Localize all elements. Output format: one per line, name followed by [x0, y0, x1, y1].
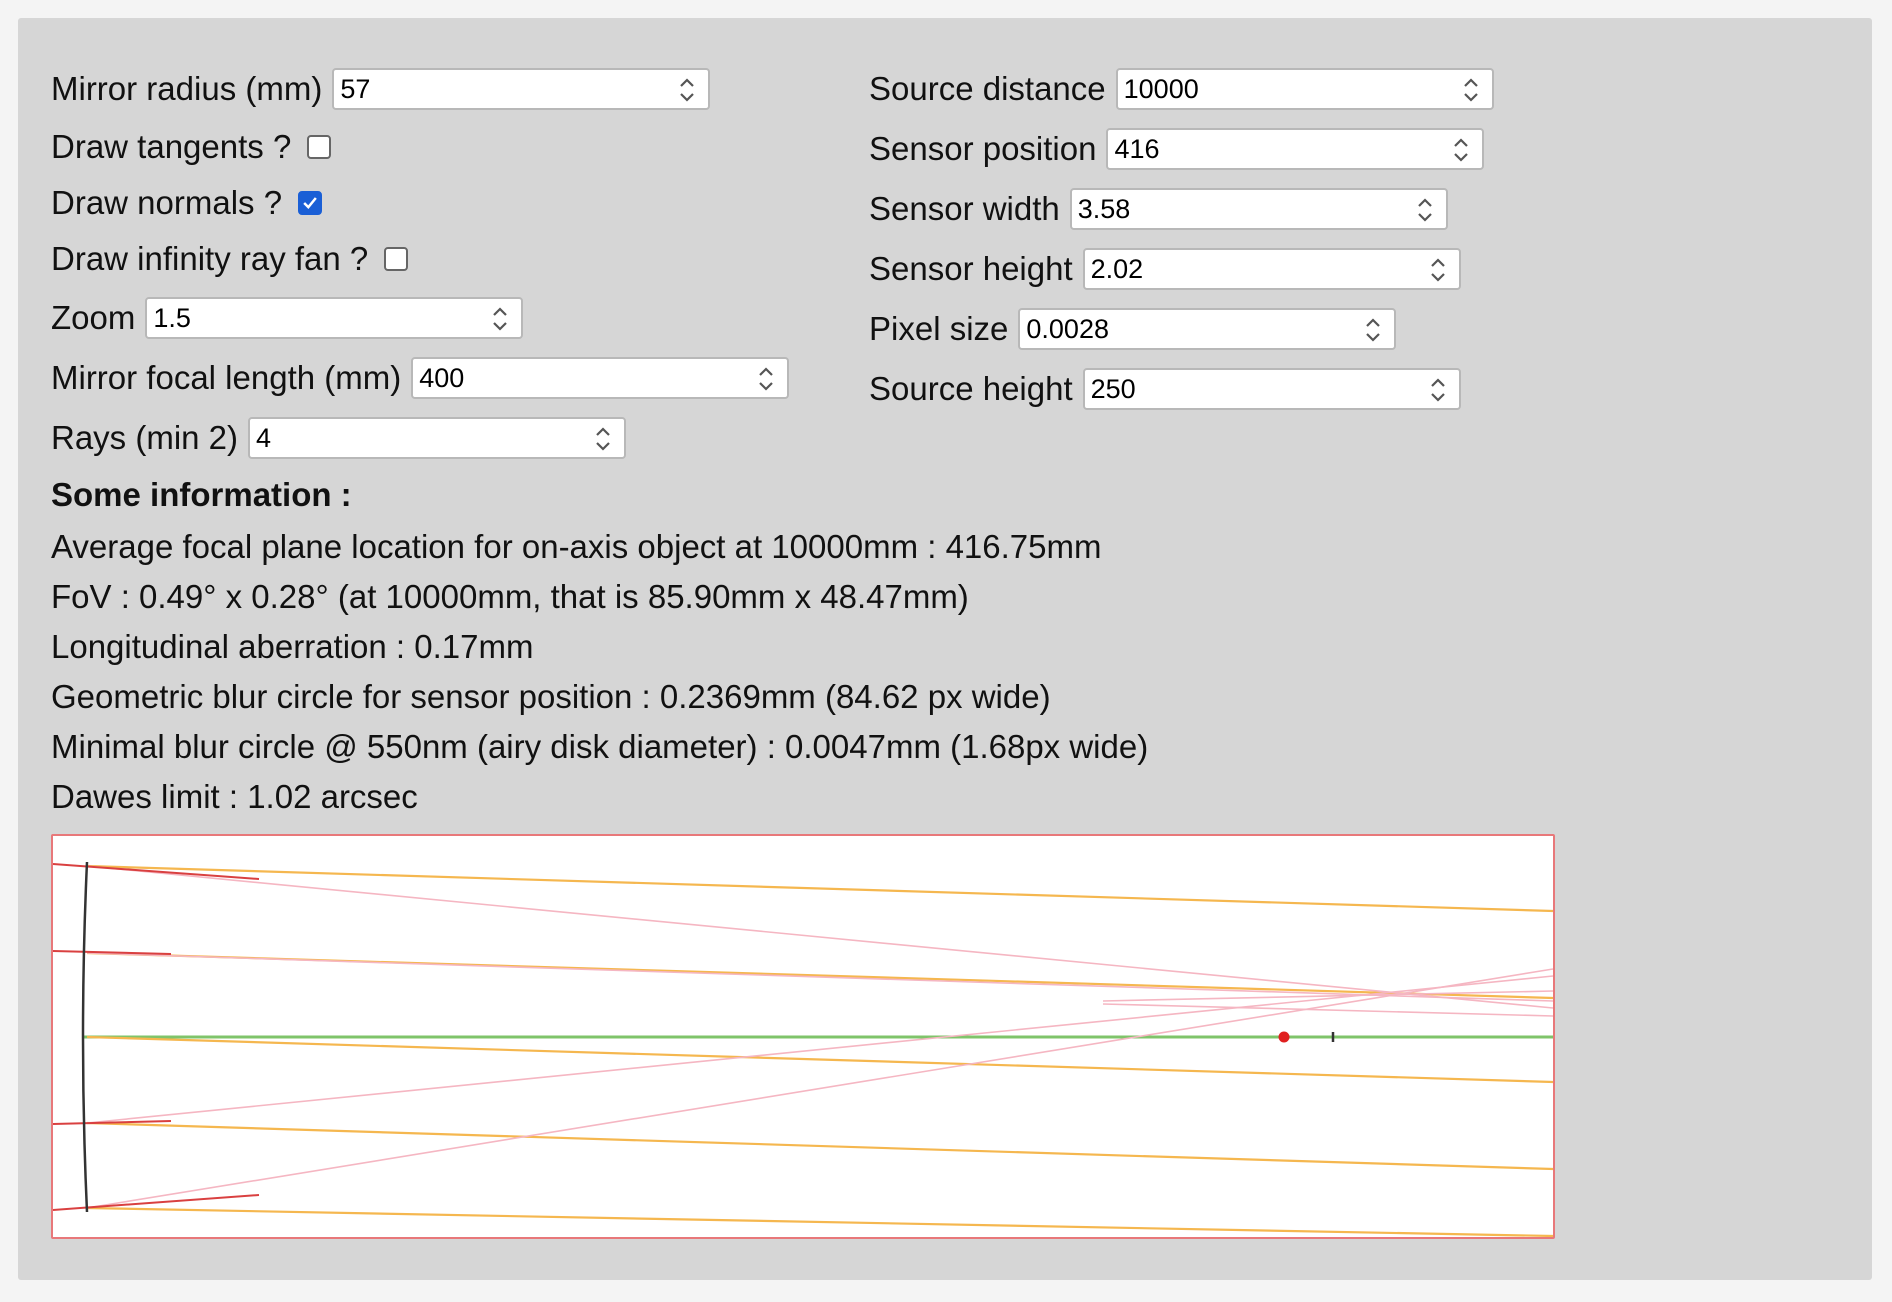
normal-line [53, 1120, 172, 1125]
rays-row: Rays (min 2) [51, 414, 627, 462]
draw-infinity-ray-fan-checkbox[interactable] [384, 247, 409, 271]
focus-point-marker [1278, 1031, 1290, 1043]
source-height-field[interactable] [1082, 368, 1461, 410]
reflected-ray [1102, 990, 1553, 1002]
reflected-ray [86, 968, 1553, 1209]
sensor-width-spinner-icon[interactable] [1412, 195, 1438, 225]
reflected-ray [86, 975, 1553, 1124]
mirror-focal-length-row: Mirror focal length (mm) [51, 354, 790, 402]
zoom-label: Zoom [51, 299, 136, 336]
sensor-width-row: Sensor width [869, 185, 1448, 233]
sensor-width-input[interactable] [1071, 190, 1408, 228]
rays-spinner-icon[interactable] [590, 424, 616, 454]
mirror-radius-label: Mirror radius (mm) [51, 70, 323, 107]
draw-normals-checkbox[interactable] [298, 191, 323, 215]
rays-label: Rays (min 2) [51, 419, 239, 456]
source-distance-row: Source distance [869, 65, 1494, 113]
source-height-row: Source height [869, 365, 1461, 413]
pixel-size-row: Pixel size [869, 305, 1397, 353]
mirror-focal-length-label: Mirror focal length (mm) [51, 359, 402, 396]
draw-infinity-ray-fan-row: Draw infinity ray fan ? [51, 235, 409, 283]
draw-tangents-checkbox[interactable] [307, 135, 332, 159]
sensor-width-label: Sensor width [869, 190, 1060, 227]
sensor-height-field[interactable] [1082, 248, 1461, 290]
mirror-focal-length-input[interactable] [413, 359, 750, 397]
pixel-size-label: Pixel size [869, 310, 1009, 347]
sensor-height-input[interactable] [1084, 250, 1421, 288]
source-distance-label: Source distance [869, 70, 1106, 107]
control-panel: Mirror radius (mm) Draw tangents ? Draw … [18, 18, 1872, 1280]
reflected-ray [86, 952, 1553, 1002]
info-line-dawes-limit: Dawes limit : 1.02 arcsec [51, 778, 418, 815]
mirror-radius-field[interactable] [332, 68, 711, 110]
mirror-radius-spinner-icon[interactable] [674, 75, 700, 105]
info-line-minimal-blur: Minimal blur circle @ 550nm (airy disk d… [51, 728, 1149, 765]
draw-infinity-ray-fan-label: Draw infinity ray fan ? [51, 240, 369, 277]
incoming-ray [86, 1206, 1553, 1237]
sensor-height-spinner-icon[interactable] [1425, 255, 1451, 285]
source-distance-field[interactable] [1115, 68, 1494, 110]
normal-line [53, 863, 260, 880]
sensor-position-field[interactable] [1106, 128, 1485, 170]
sensor-position-label: Sensor position [869, 130, 1097, 167]
incoming-ray [86, 1121, 1553, 1171]
sensor-position-input[interactable] [1108, 130, 1445, 168]
draw-tangents-label: Draw tangents ? [51, 128, 292, 165]
source-height-spinner-icon[interactable] [1425, 375, 1451, 405]
checkmark-icon [303, 197, 317, 210]
sensor-width-field[interactable] [1069, 188, 1448, 230]
source-height-input[interactable] [1084, 370, 1421, 408]
reflected-ray [86, 865, 1553, 1009]
draw-normals-row: Draw normals ? [51, 179, 323, 227]
zoom-input[interactable] [147, 299, 484, 337]
ray-trace-canvas [51, 834, 1555, 1239]
sensor-position-row: Sensor position [869, 125, 1485, 173]
info-title: Some information : [51, 476, 352, 513]
rays-field[interactable] [248, 417, 627, 459]
mirror-radius-input[interactable] [334, 70, 671, 108]
draw-tangents-row: Draw tangents ? [51, 123, 332, 171]
info-line-focal-plane: Average focal plane location for on-axis… [51, 528, 1102, 565]
info-line-longitudinal-aberration: Longitudinal aberration : 0.17mm [51, 628, 534, 665]
mirror-radius-row: Mirror radius (mm) [51, 65, 711, 113]
mirror-focal-length-spinner-icon[interactable] [753, 364, 779, 394]
source-distance-spinner-icon[interactable] [1458, 75, 1484, 105]
pixel-size-field[interactable] [1018, 308, 1397, 350]
draw-normals-label: Draw normals ? [51, 184, 283, 221]
mirror-focal-length-field[interactable] [411, 357, 790, 399]
info-line-geometric-blur: Geometric blur circle for sensor positio… [51, 678, 1051, 715]
pixel-size-input[interactable] [1020, 310, 1357, 348]
ray-trace-diagram [53, 861, 1553, 1237]
normal-line [53, 950, 172, 955]
zoom-row: Zoom [51, 294, 524, 342]
source-height-label: Source height [869, 370, 1073, 407]
source-distance-input[interactable] [1117, 70, 1454, 108]
zoom-field[interactable] [145, 297, 524, 339]
incoming-ray [86, 864, 1553, 913]
pixel-size-spinner-icon[interactable] [1360, 315, 1386, 345]
sensor-height-row: Sensor height [869, 245, 1461, 293]
info-line-fov: FoV : 0.49° x 0.28° (at 10000mm, that is… [51, 578, 969, 615]
sensor-height-label: Sensor height [869, 250, 1073, 287]
rays-input[interactable] [250, 419, 587, 457]
mirror-curve [81, 861, 89, 1213]
zoom-spinner-icon[interactable] [487, 304, 513, 334]
sensor-position-spinner-icon[interactable] [1448, 135, 1474, 165]
reflected-ray [1102, 1003, 1553, 1017]
incoming-ray [86, 1035, 1553, 1084]
